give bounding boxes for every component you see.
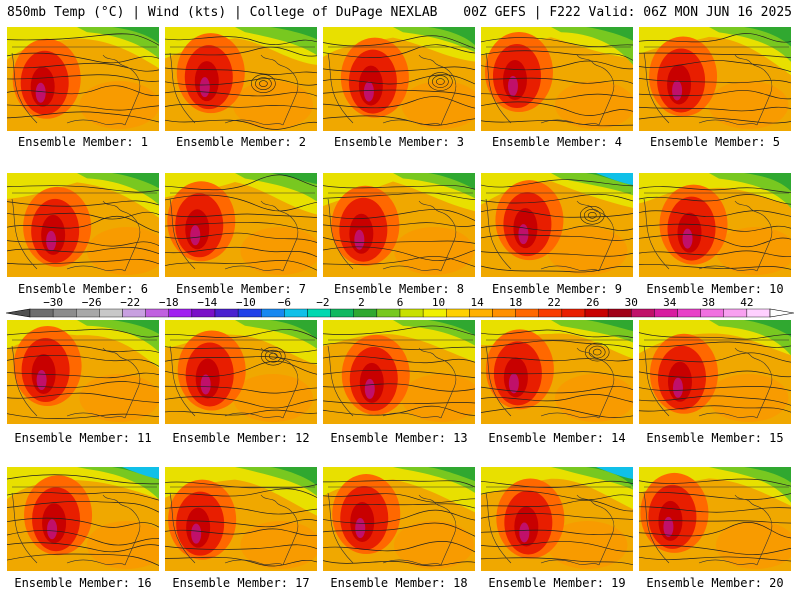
colorbar-tick-label: −22 xyxy=(120,296,141,309)
colorbar-segment xyxy=(746,308,771,318)
ensemble-member-label: Ensemble Member: 4 xyxy=(491,135,623,149)
colorbar-segment xyxy=(723,308,748,318)
colorbar-min-arrow xyxy=(6,308,31,318)
ensemble-member-map xyxy=(323,27,475,131)
colorbar-tick-label: −2 xyxy=(316,296,330,309)
colorbar-tick-label: 38 xyxy=(701,296,715,309)
colorbar-tick-label: −26 xyxy=(81,296,102,309)
ensemble-member-map xyxy=(165,27,317,131)
colorbar-segment xyxy=(99,308,123,318)
colorbar-segment xyxy=(237,308,262,318)
ensemble-member-label: Ensemble Member: 19 xyxy=(488,576,626,590)
ensemble-member-map xyxy=(7,27,159,131)
colorbar-tick-label: 18 xyxy=(509,296,523,309)
colorbar-tick-label: 6 xyxy=(396,296,404,309)
colorbar-tick-label: 14 xyxy=(470,296,484,309)
ensemble-member-map xyxy=(7,467,159,571)
ensemble-member-label: Ensemble Member: 7 xyxy=(175,282,307,296)
colorbar-segment xyxy=(584,308,609,318)
ensemble-member-label: Ensemble Member: 14 xyxy=(488,431,626,445)
colorbar-segment xyxy=(307,308,331,318)
colorbar-tick-label: 30 xyxy=(624,296,638,309)
colorbar-segment xyxy=(700,308,724,318)
colorbar-segment xyxy=(52,308,77,318)
ensemble-member-label: Ensemble Member: 16 xyxy=(14,576,152,590)
colorbar-segment xyxy=(469,308,493,318)
colorbar-segment xyxy=(330,308,354,318)
ensemble-member-map xyxy=(481,467,633,571)
ensemble-member-label: Ensemble Member: 2 xyxy=(175,135,307,149)
colorbar-tick-label: 34 xyxy=(663,296,677,309)
colorbar-segment xyxy=(214,308,239,318)
colorbar-max-arrow xyxy=(769,308,794,318)
colorbar-segment xyxy=(376,308,401,318)
colorbar-segment xyxy=(353,308,378,318)
colorbar-segment xyxy=(515,308,539,318)
colorbar-segment xyxy=(631,308,655,318)
ensemble-member-map xyxy=(323,173,475,277)
ensemble-member-map xyxy=(639,27,791,131)
colorbar-tick-label: 2 xyxy=(358,296,365,309)
colorbar-tick-label: 10 xyxy=(431,296,446,309)
ensemble-member-label: Ensemble Member: 5 xyxy=(649,135,781,149)
page-title: 850mb Temp (°C) | Wind (kts) | College o… xyxy=(7,5,438,20)
colorbar-segment xyxy=(561,308,586,318)
ensemble-member-label: Ensemble Member: 3 xyxy=(333,135,465,149)
ensemble-member-map xyxy=(639,320,791,424)
ensemble-member-map xyxy=(7,173,159,277)
colorbar-segment xyxy=(145,308,169,318)
colorbar-segment xyxy=(492,308,516,318)
colorbar-segment xyxy=(677,308,701,318)
colorbar-segment xyxy=(607,308,632,318)
ensemble-member-label: Ensemble Member: 17 xyxy=(172,576,310,590)
colorbar-segment xyxy=(29,308,54,318)
colorbar-segment xyxy=(122,308,146,318)
colorbar-tick-label: −6 xyxy=(277,296,291,309)
temperature-colorbar xyxy=(6,308,794,318)
ensemble-member-map xyxy=(323,320,475,424)
colorbar-segment xyxy=(168,308,193,318)
ensemble-member-map xyxy=(165,173,317,277)
ensemble-member-label: Ensemble Member: 20 xyxy=(646,576,784,590)
ensemble-member-label: Ensemble Member: 15 xyxy=(646,431,784,445)
colorbar-tick-label: −30 xyxy=(43,296,64,309)
colorbar-segment xyxy=(191,308,216,318)
colorbar-segment xyxy=(261,308,285,318)
ensemble-member-label: Ensemble Member: 11 xyxy=(14,431,152,445)
ensemble-member-label: Ensemble Member: 8 xyxy=(333,282,465,296)
ensemble-member-map xyxy=(165,467,317,571)
ensemble-member-map xyxy=(639,173,791,277)
ensemble-member-map xyxy=(7,320,159,424)
colorbar-segment xyxy=(538,308,563,318)
ensemble-member-map xyxy=(481,320,633,424)
ensemble-member-label: Ensemble Member: 13 xyxy=(330,431,468,445)
colorbar-tick-label: −14 xyxy=(197,296,218,309)
ensemble-member-label: Ensemble Member: 18 xyxy=(330,576,468,590)
ensemble-member-label: Ensemble Member: 12 xyxy=(172,431,310,445)
ensemble-member-map xyxy=(481,173,633,277)
ensemble-member-map xyxy=(481,27,633,131)
ensemble-member-label: Ensemble Member: 6 xyxy=(17,282,149,296)
run-valid-time: 00Z GEFS | F222 Valid: 06Z MON JUN 16 20… xyxy=(463,5,792,20)
colorbar-segment xyxy=(422,308,447,318)
colorbar-segment xyxy=(446,308,470,318)
ensemble-member-label: Ensemble Member: 10 xyxy=(646,282,784,296)
colorbar-tick-label: 26 xyxy=(586,296,600,309)
ensemble-member-map xyxy=(639,467,791,571)
colorbar-tick-label: −10 xyxy=(235,296,256,309)
ensemble-member-map xyxy=(323,467,475,571)
colorbar-tick-label: 42 xyxy=(740,296,754,309)
colorbar-segment xyxy=(76,308,100,318)
colorbar-tick-label: −18 xyxy=(158,296,179,309)
colorbar-tick-label: 22 xyxy=(547,296,561,309)
colorbar-segment xyxy=(284,308,308,318)
ensemble-member-label: Ensemble Member: 9 xyxy=(491,282,623,296)
ensemble-member-map xyxy=(165,320,317,424)
colorbar-segment xyxy=(399,308,424,318)
ensemble-member-label: Ensemble Member: 1 xyxy=(17,135,149,149)
colorbar-segment xyxy=(654,308,678,318)
